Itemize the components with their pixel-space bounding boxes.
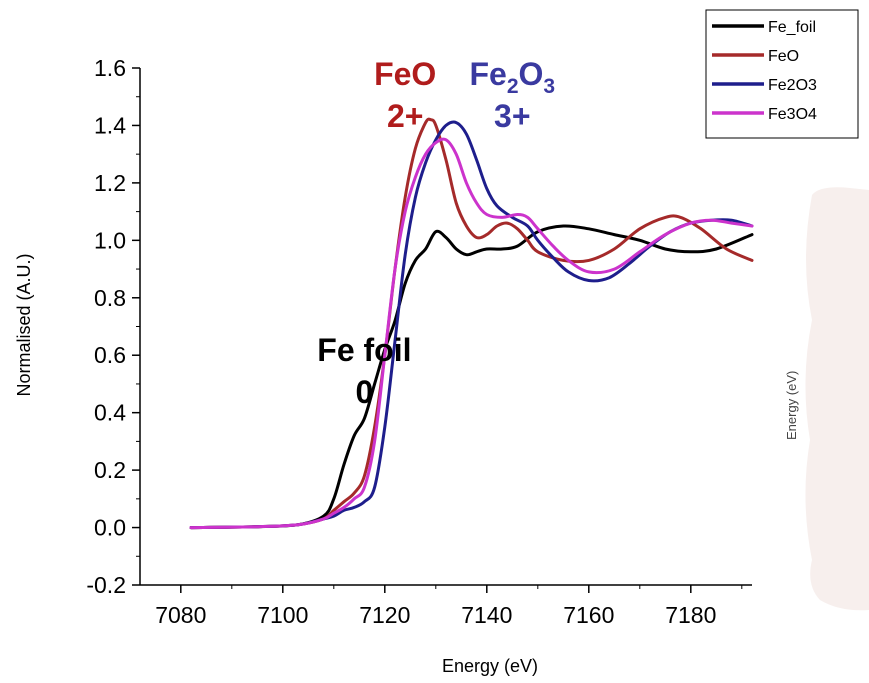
legend-label: Fe2O3 xyxy=(768,77,817,94)
axes: -0.2 0.0 0.2 0.4 0.6 0.8 1.0 1.2 1.4 1.6 7080 7100 7… xyxy=(86,55,752,628)
series-line-feo xyxy=(189,117,754,530)
x-axis-title: Energy (eV) xyxy=(442,656,538,676)
x-tick-label: 7080 xyxy=(155,602,206,628)
x-tick-label: 7180 xyxy=(665,602,716,628)
x-tick-label: 7120 xyxy=(359,602,410,628)
y-tick-label: 1.6 xyxy=(94,55,126,81)
legend-label: FeO xyxy=(768,48,799,65)
annotation-feo-name: FeO xyxy=(374,56,436,92)
series-line-fe-foil xyxy=(189,224,754,530)
background-shape xyxy=(805,187,869,611)
y-tick-label: 0.6 xyxy=(94,342,126,368)
series-lines xyxy=(189,117,754,530)
annotation-fe-foil-oxidation: 0 xyxy=(356,374,374,410)
x-tick-label: 7160 xyxy=(563,602,614,628)
annotation-fe2o3-oxidation: 3+ xyxy=(494,98,530,134)
y-tick-label: 0.0 xyxy=(94,515,126,541)
y-axis-title: Normalised (A.U.) xyxy=(14,253,34,396)
y-tick-label: 1.0 xyxy=(94,227,126,253)
y-tick-label: 1.4 xyxy=(94,112,126,138)
annotation-fe2o3-name: Fe2O3 xyxy=(469,56,555,98)
legend-label: Fe3O4 xyxy=(768,106,817,123)
y-tick-label: 0.2 xyxy=(94,457,126,483)
series-line-fe2o3 xyxy=(189,120,754,530)
x-tick-label: 7140 xyxy=(461,602,512,628)
series-line-fe3o4 xyxy=(189,137,754,530)
y-tick-label: 0.4 xyxy=(94,400,126,426)
annotation-fe-foil-name: Fe foil xyxy=(317,332,411,368)
y-tick-label: 1.2 xyxy=(94,170,126,196)
legend-label: Fe_foil xyxy=(768,19,816,36)
annotation-feo-oxidation: 2+ xyxy=(387,98,423,134)
legend: Fe_foil FeO Fe2O3 Fe3O4 xyxy=(705,9,859,139)
legend-box xyxy=(705,9,859,139)
y-tick-label: -0.2 xyxy=(86,572,126,598)
y-tick-label: 0.8 xyxy=(94,285,126,311)
faint-rotated-label: Energy (eV) xyxy=(784,371,799,440)
x-tick-label: 7100 xyxy=(257,602,308,628)
